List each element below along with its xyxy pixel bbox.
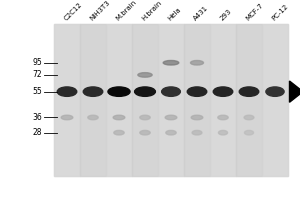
Ellipse shape <box>244 115 254 120</box>
Text: 95: 95 <box>32 58 42 67</box>
Ellipse shape <box>162 87 180 96</box>
Ellipse shape <box>192 130 202 135</box>
Ellipse shape <box>138 73 152 77</box>
Text: 55: 55 <box>32 87 42 96</box>
Bar <box>236 24 262 176</box>
Text: 36: 36 <box>32 113 42 122</box>
Bar <box>54 24 288 176</box>
Bar <box>210 24 236 176</box>
Text: 293: 293 <box>219 8 232 22</box>
Ellipse shape <box>166 130 176 135</box>
Ellipse shape <box>244 130 253 135</box>
Text: C2C12: C2C12 <box>63 2 83 22</box>
Ellipse shape <box>239 87 259 96</box>
Text: M.brain: M.brain <box>115 0 138 22</box>
Bar <box>158 24 184 176</box>
Ellipse shape <box>140 115 150 120</box>
Ellipse shape <box>218 115 228 120</box>
Text: 72: 72 <box>32 70 42 79</box>
Ellipse shape <box>88 115 98 120</box>
Bar <box>184 24 210 176</box>
Text: H.brain: H.brain <box>141 0 163 22</box>
Ellipse shape <box>108 87 130 96</box>
Ellipse shape <box>190 60 203 65</box>
Ellipse shape <box>266 87 284 96</box>
Ellipse shape <box>191 115 203 120</box>
Text: A431: A431 <box>193 5 210 22</box>
Ellipse shape <box>113 115 125 120</box>
Polygon shape <box>290 81 300 102</box>
Bar <box>132 24 158 176</box>
Bar <box>262 24 288 176</box>
Bar <box>54 24 80 176</box>
Ellipse shape <box>213 87 233 96</box>
Ellipse shape <box>165 115 177 120</box>
Text: Hela: Hela <box>167 7 182 22</box>
Bar <box>80 24 106 176</box>
Ellipse shape <box>218 130 228 135</box>
Text: 28: 28 <box>32 128 42 137</box>
Ellipse shape <box>83 87 103 96</box>
Text: NIH3T3: NIH3T3 <box>89 0 111 22</box>
Ellipse shape <box>61 115 73 120</box>
Bar <box>106 24 132 176</box>
Ellipse shape <box>163 60 179 65</box>
Ellipse shape <box>140 130 150 135</box>
Ellipse shape <box>57 87 77 96</box>
Ellipse shape <box>114 130 124 135</box>
Text: MCF-7: MCF-7 <box>245 2 264 22</box>
Ellipse shape <box>187 87 207 96</box>
Text: PC-12: PC-12 <box>271 3 289 22</box>
Ellipse shape <box>135 87 155 96</box>
